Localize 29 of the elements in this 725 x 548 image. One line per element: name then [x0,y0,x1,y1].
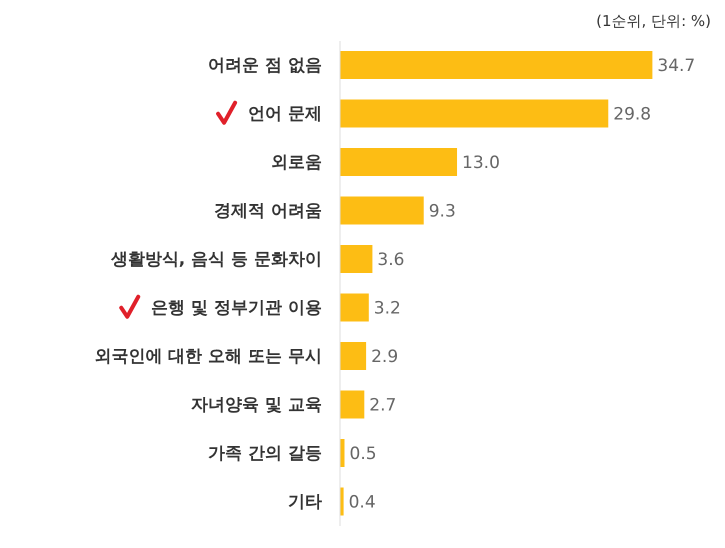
data-label: 9.3 [428,202,456,222]
bar [340,294,369,322]
data-label: 3.2 [374,298,401,319]
bar [340,148,458,176]
data-label: 0.5 [350,444,377,464]
bar [340,51,652,79]
y-tick-label: 기타 [288,492,322,512]
bar [340,390,364,418]
bar [340,100,608,128]
bar [340,342,366,370]
data-label: 29.8 [613,104,652,125]
y-tick-label: 은행 및 정부기관 이용 [151,298,322,318]
data-label: 34.7 [657,56,696,76]
data-label: 2.9 [371,347,398,368]
y-tick-label: 생활방식, 음식 등 문화차이 [110,249,322,270]
data-label: 0.4 [348,492,376,513]
y-tick-label: 자녀양육 및 교육 [191,394,322,415]
bar [340,245,372,273]
data-label: 2.7 [369,396,396,416]
y-tick-label: 언어 문제 [248,104,322,124]
bar [340,196,424,224]
chart-subtitle: (1순위, 단위: %) [596,12,711,31]
y-tick-label: 외로움 [271,152,322,172]
y-tick-label: 어려운 점 없음 [208,55,322,76]
data-label: 3.6 [377,250,404,270]
data-label: 13.0 [462,153,500,174]
y-tick-label: 외국인에 대한 오해 또는 무시 [94,346,322,366]
y-tick-label: 경제적 어려움 [214,200,322,221]
y-tick-label: 가족 간의 갈등 [208,443,322,464]
